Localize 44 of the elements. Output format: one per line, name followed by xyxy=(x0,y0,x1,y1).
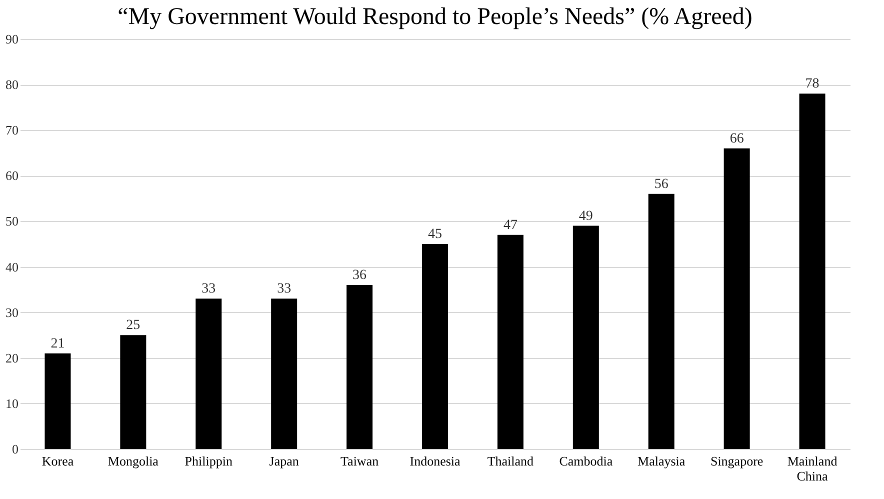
data-label: 33 xyxy=(277,282,292,297)
chart-title: “My Government Would Respond to People’s Needs” (% Agreed) xyxy=(118,4,752,30)
x-tick-label: Philippin xyxy=(184,454,233,468)
bar xyxy=(271,298,298,449)
x-tick-label: Korea xyxy=(42,454,74,468)
x-tick-label: Malaysia xyxy=(638,454,686,468)
data-label: 78 xyxy=(805,76,820,92)
y-tick-label: 0 xyxy=(12,442,18,456)
x-tick-label: Singapore xyxy=(710,454,764,468)
x-tick-label: Thailand xyxy=(487,454,534,468)
data-label: 25 xyxy=(126,318,140,334)
data-label: 66 xyxy=(730,131,744,146)
x-tick-label: Japan xyxy=(269,454,300,468)
bar xyxy=(572,226,599,449)
y-tick-label: 40 xyxy=(6,259,18,274)
y-tick-label: 30 xyxy=(6,304,18,320)
bar xyxy=(44,353,71,449)
y-tick-label: 10 xyxy=(6,396,18,411)
x-tick-label: Cambodia xyxy=(559,454,613,468)
y-tick-label: 20 xyxy=(6,350,18,366)
x-tick-label: Mongolia xyxy=(108,454,159,468)
y-tick-label: 50 xyxy=(6,214,18,229)
x-tick-label: Indonesia xyxy=(410,454,460,468)
data-label: 36 xyxy=(352,268,367,283)
bar xyxy=(196,298,222,449)
bar xyxy=(799,94,826,449)
data-label: 56 xyxy=(654,176,668,192)
data-label: 45 xyxy=(428,227,442,242)
x-tick-label: Mainland China xyxy=(787,454,838,484)
y-tick-label: 60 xyxy=(6,168,18,184)
data-label: 49 xyxy=(578,208,593,224)
bar xyxy=(724,148,750,449)
x-tick-label: Taiwan xyxy=(340,454,380,468)
bar xyxy=(648,194,674,449)
bar xyxy=(346,285,373,449)
data-label: 47 xyxy=(503,218,518,233)
y-tick-label: 90 xyxy=(6,32,18,46)
data-label: 33 xyxy=(202,282,216,297)
bar xyxy=(422,244,448,449)
y-tick-label: 80 xyxy=(6,77,18,92)
data-label: 21 xyxy=(50,336,65,352)
bar xyxy=(497,234,524,449)
y-tick-label: 70 xyxy=(6,122,18,138)
bar xyxy=(120,335,146,449)
